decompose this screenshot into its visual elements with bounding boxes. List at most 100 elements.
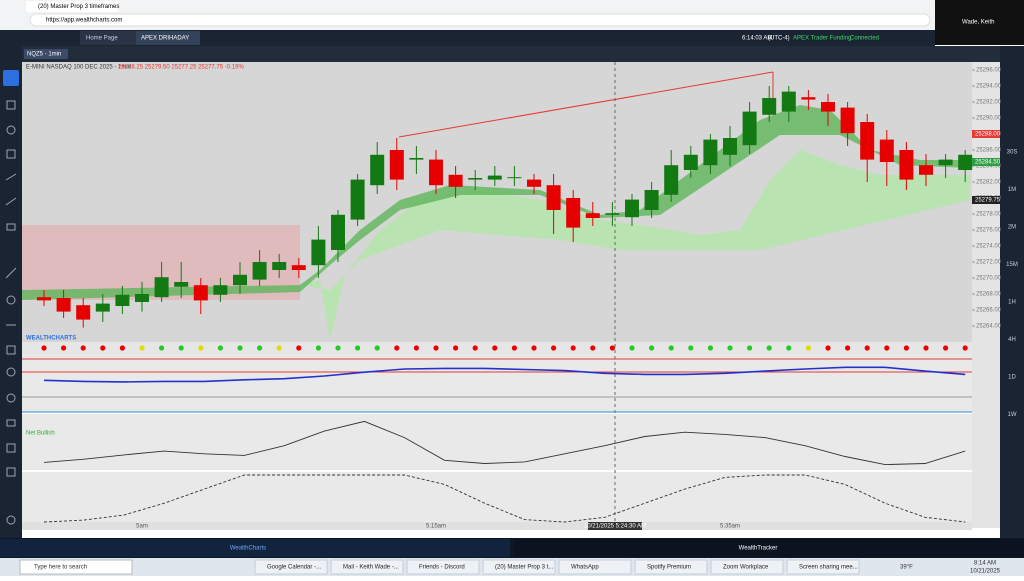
signal-dot — [923, 345, 929, 351]
signal-dot — [786, 345, 792, 351]
signal-dot — [80, 345, 86, 351]
timeframe[interactable]: 30S — [1007, 150, 1018, 156]
indicator-line — [43, 366, 966, 383]
user-name: Wade, Keith — [962, 20, 994, 26]
signal-dot — [766, 345, 772, 351]
app-tab[interactable] — [80, 31, 136, 45]
y-tick-label: 25268.00 — [976, 292, 1002, 298]
signal-dot — [943, 345, 949, 351]
ohlc-readout: 25278.25 25279.50 25277.25 25277.75 -0.1… — [118, 65, 244, 71]
candle-body — [664, 165, 679, 195]
timeframe[interactable]: 2M — [1008, 225, 1016, 231]
candle-body — [821, 102, 835, 112]
clock: 6:14:03 AM — [742, 36, 772, 42]
timeframe[interactable]: 15M — [1006, 262, 1018, 268]
search-box[interactable] — [19, 559, 133, 575]
timeframe[interactable]: 1M — [1008, 187, 1016, 193]
address-bar[interactable] — [29, 13, 931, 27]
signal-dot — [511, 345, 517, 351]
taskbar-item[interactable] — [558, 559, 632, 575]
signal-dot — [668, 345, 674, 351]
taskbar-item[interactable] — [482, 559, 556, 575]
signal-dot — [237, 345, 243, 351]
candle-body — [487, 175, 502, 180]
price-label-box — [972, 158, 1000, 166]
indicator-panel — [22, 472, 972, 522]
weather: 39°F — [900, 565, 913, 571]
candle-body — [448, 174, 463, 187]
signal-dot — [453, 345, 459, 351]
trend-line — [398, 71, 774, 138]
account: APEX Trader Funding — [793, 36, 851, 42]
footer-tab[interactable] — [514, 539, 1024, 557]
taskbar-item[interactable] — [254, 559, 328, 575]
signal-dot — [413, 345, 419, 351]
price-label: 25279.75 — [975, 198, 1001, 204]
taskbar-item[interactable] — [786, 559, 860, 575]
candle-body — [507, 177, 522, 179]
candle-body — [644, 190, 659, 210]
candle-body — [154, 277, 169, 298]
signal-dot — [100, 345, 106, 351]
taskbar-item[interactable] — [330, 559, 404, 575]
app-tab[interactable] — [136, 31, 200, 45]
taskbar-item-label: Screen sharing mee... — [799, 565, 858, 571]
y-tick-label: 25284.00 — [976, 164, 1002, 170]
taskbar-item-label: Zoom Workplace — [723, 565, 769, 571]
candle-body — [683, 154, 698, 170]
taskbar-item-label: Spotify Premium — [647, 565, 691, 571]
timeframe[interactable]: 4H — [1008, 337, 1016, 343]
signal-dot — [394, 345, 400, 351]
app-tab-label: Home Page — [86, 36, 118, 42]
chart-title: E-MINI NASDAQ 100 DEC 2025 - 1min — [26, 65, 131, 71]
taskbar-item-label: Friends - Discord — [419, 565, 465, 571]
browser-tab[interactable] — [26, 1, 118, 12]
timeframe-column — [1000, 46, 1024, 538]
candle-body — [566, 198, 581, 228]
signal-dot — [707, 345, 714, 351]
cloud — [300, 150, 970, 340]
candle-body — [95, 303, 110, 312]
symbol-box[interactable] — [24, 49, 68, 59]
user-box — [935, 0, 1024, 45]
signal-dot — [139, 345, 145, 351]
time-axis — [22, 522, 972, 530]
candle-body — [585, 213, 600, 218]
timeframe[interactable]: 1D — [1008, 375, 1016, 381]
candle-body — [37, 297, 51, 301]
candle-body — [331, 214, 345, 250]
crosshair-label-box — [588, 522, 642, 530]
signal-dot — [433, 345, 439, 351]
taskbar-item[interactable] — [406, 559, 480, 575]
candle-body — [311, 239, 326, 266]
price-axis — [972, 62, 1000, 528]
footer-tab[interactable] — [0, 539, 510, 557]
signal-dot — [315, 345, 321, 351]
footer-tab-label: WealthTracker — [739, 546, 778, 552]
candle-body — [938, 159, 953, 166]
timeframe[interactable]: 1W — [1008, 412, 1017, 418]
x-tick-label: 5:35am — [720, 524, 740, 530]
price-label: 25288.00 — [975, 132, 1001, 138]
candle-body — [546, 185, 561, 210]
signal-dot — [551, 345, 557, 351]
indicator-panel — [22, 414, 972, 470]
candle-body — [762, 98, 777, 115]
indicator-line — [43, 474, 966, 523]
taskbar-item[interactable] — [634, 559, 708, 575]
left-toolbar — [0, 46, 22, 538]
signal-dot — [276, 345, 282, 351]
symbol: NQZ5 - 1min — [27, 52, 61, 58]
y-tick-label: 25278.00 — [976, 212, 1002, 218]
indicator-panel — [22, 354, 972, 412]
candle-body — [899, 150, 914, 180]
signal-dot — [903, 345, 910, 351]
timeframe[interactable]: 1H — [1008, 300, 1016, 306]
y-tick-label: 25266.00 — [976, 308, 1002, 314]
add-tool[interactable] — [3, 70, 19, 86]
taskbar-item[interactable] — [710, 559, 784, 575]
signal-dot — [61, 345, 67, 351]
candle-body — [801, 97, 816, 100]
